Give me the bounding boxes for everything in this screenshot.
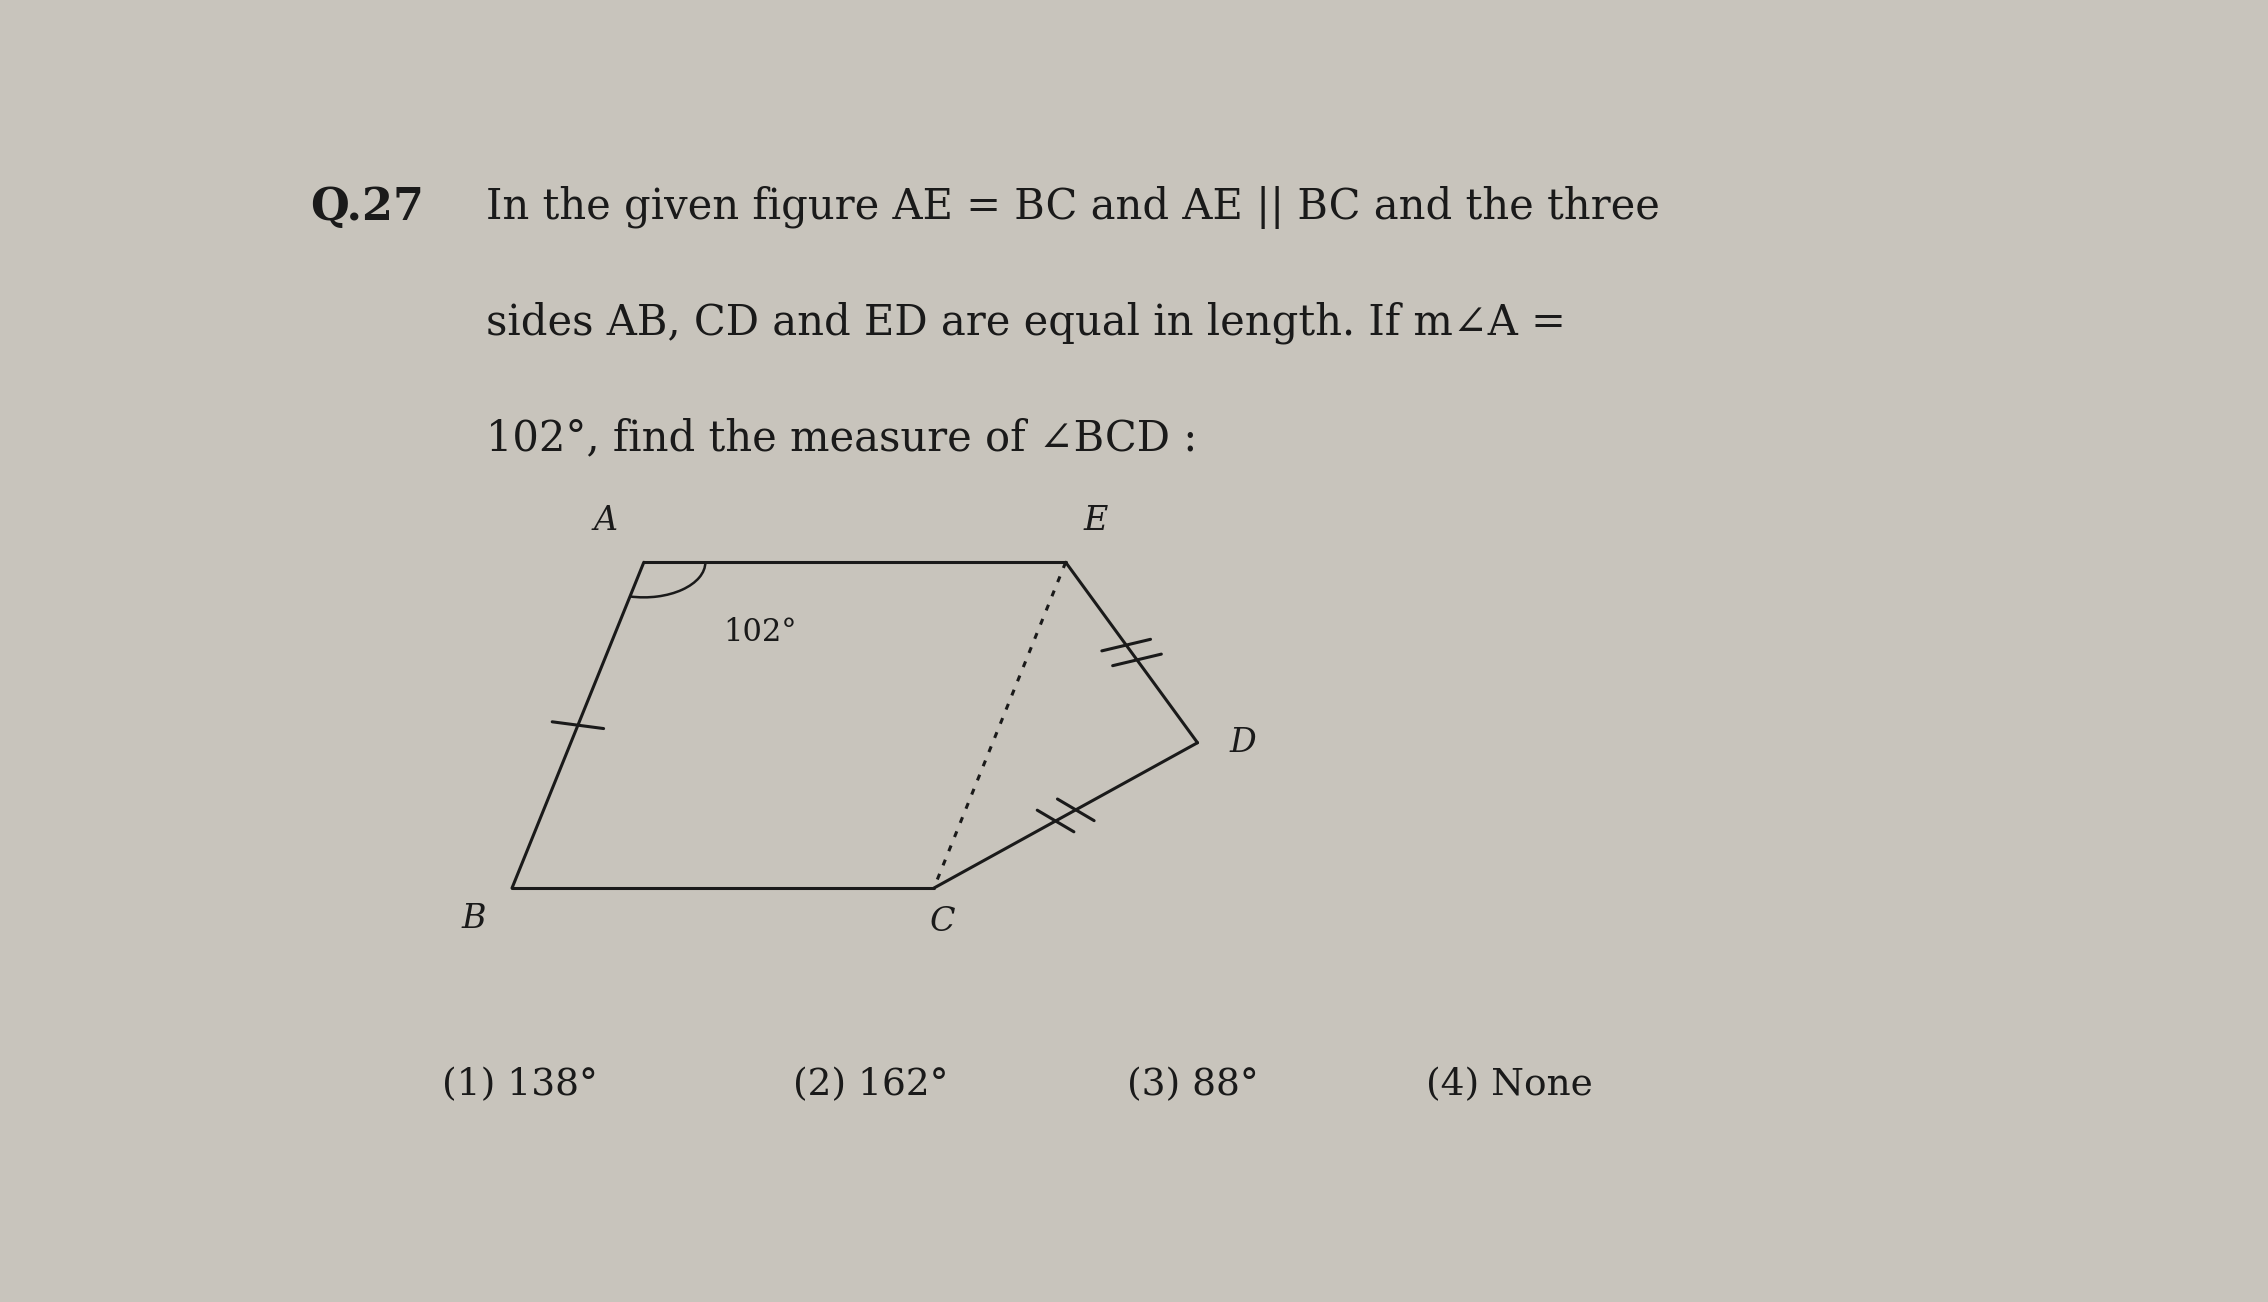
Text: (4) None: (4) None: [1427, 1068, 1592, 1104]
Text: (2) 162°: (2) 162°: [794, 1068, 948, 1104]
Text: C: C: [930, 906, 955, 939]
Text: 102°: 102°: [723, 617, 796, 648]
Text: D: D: [1229, 727, 1256, 759]
Text: A: A: [594, 505, 617, 538]
Text: In the given figure AE = BC and AE || BC and the three: In the given figure AE = BC and AE || BC…: [485, 186, 1660, 229]
Text: (3) 88°: (3) 88°: [1127, 1068, 1259, 1104]
Text: B: B: [460, 904, 485, 935]
Text: Q.27: Q.27: [311, 186, 424, 229]
Text: sides AB, CD and ED are equal in length. If m∠A =: sides AB, CD and ED are equal in length.…: [485, 302, 1565, 344]
Text: E: E: [1084, 505, 1107, 538]
Text: 102°, find the measure of ∠BCD :: 102°, find the measure of ∠BCD :: [485, 417, 1198, 458]
Text: (1) 138°: (1) 138°: [442, 1068, 596, 1104]
